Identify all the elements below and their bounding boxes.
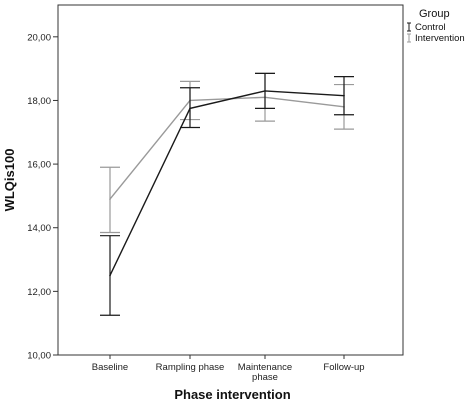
data-point-control bbox=[343, 94, 345, 97]
plot-frame bbox=[57, 4, 404, 356]
data-point-control bbox=[264, 90, 266, 92]
y-tick-label: 10,00 bbox=[27, 351, 51, 362]
y-tick-label: 14,00 bbox=[27, 223, 51, 234]
x-tick-label: Rampling phase bbox=[156, 362, 225, 373]
legend-title: Group bbox=[419, 8, 450, 20]
data-point-intervention bbox=[109, 198, 111, 200]
x-axis-title: Phase intervention bbox=[174, 387, 290, 402]
series-line-intervention bbox=[109, 96, 345, 200]
x-tick-label: phase bbox=[252, 372, 278, 383]
x-tick-label: Maintenance bbox=[238, 362, 292, 373]
x-tick-label: Baseline bbox=[92, 362, 128, 373]
legend-label-control: Control bbox=[415, 22, 446, 33]
data-point-control bbox=[189, 107, 191, 110]
y-tick-label: 12,00 bbox=[27, 287, 51, 298]
y-tick-label: 18,00 bbox=[27, 96, 51, 107]
y-axis-title: WLQis100 bbox=[2, 149, 17, 212]
data-point-control bbox=[109, 274, 111, 277]
legend-label-intervention: Intervention bbox=[415, 33, 465, 44]
series-line-control bbox=[109, 90, 345, 276]
x-tick-label: Follow-up bbox=[323, 362, 364, 373]
y-tick-label: 20,00 bbox=[27, 32, 51, 43]
y-tick-label: 16,00 bbox=[27, 160, 51, 171]
